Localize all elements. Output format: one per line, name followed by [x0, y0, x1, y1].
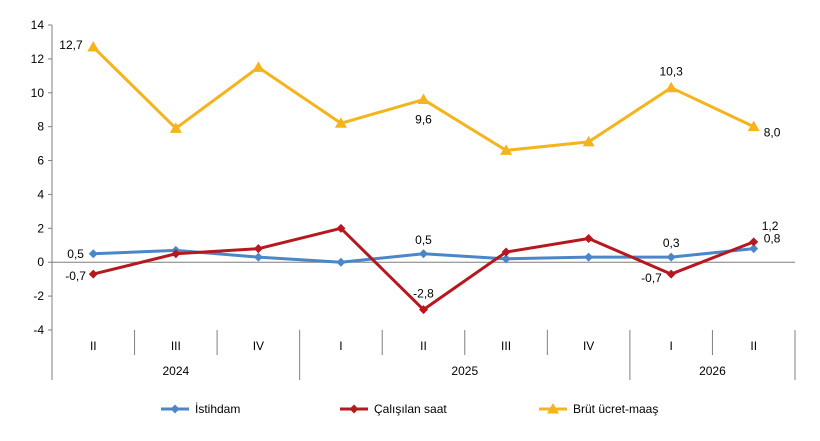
y-tick-label: 0 — [37, 255, 44, 269]
legend-item[interactable]: Brüt ücret-maaş — [539, 402, 658, 416]
data-point-series-1 — [419, 249, 428, 259]
y-tick-label: 4 — [37, 187, 44, 201]
y-tick-label: -4 — [33, 323, 44, 337]
triangle-marker-icon — [547, 403, 559, 414]
data-point-series-2 — [749, 237, 759, 247]
diamond-marker-icon — [349, 404, 359, 414]
data-label: 9,6 — [415, 113, 432, 127]
year-label: 2026 — [699, 364, 726, 378]
data-point-series-2 — [419, 305, 428, 315]
data-point-series-3 — [169, 122, 182, 133]
series-lines — [87, 41, 760, 315]
legend-item[interactable]: Çalışılan saat — [340, 402, 447, 416]
data-label: 0,3 — [663, 236, 680, 250]
data-point-series-2 — [666, 269, 676, 279]
data-point-series-3 — [334, 117, 347, 128]
data-label: 12,7 — [59, 38, 83, 52]
data-label: 8,0 — [764, 126, 781, 140]
data-point-series-3 — [417, 93, 430, 105]
data-point-series-1 — [336, 257, 346, 267]
data-label: 1,2 — [762, 219, 779, 233]
diamond-marker-icon — [170, 404, 180, 414]
data-label: -0,7 — [65, 269, 86, 283]
x-tick-label: II — [750, 339, 757, 353]
data-point-series-3 — [500, 144, 513, 155]
y-tick-label: 2 — [37, 221, 44, 235]
legend-label: Brüt ücret-maaş — [573, 402, 658, 416]
data-point-series-1 — [749, 244, 759, 254]
x-tick-label: I — [669, 339, 672, 353]
y-tick-label: 8 — [37, 120, 44, 134]
data-label: 0,5 — [415, 233, 432, 247]
year-label: 2025 — [451, 364, 478, 378]
data-point-series-2 — [253, 244, 263, 254]
x-tick-label: IV — [583, 339, 594, 353]
data-point-series-2 — [336, 223, 346, 233]
data-point-series-1 — [88, 249, 98, 259]
x-tick-label: III — [171, 339, 181, 353]
data-point-series-1 — [584, 252, 594, 262]
data-point-series-3 — [252, 61, 265, 72]
y-tick-label: 10 — [31, 86, 45, 100]
data-point-series-3 — [665, 81, 678, 93]
data-label: -2,8 — [413, 287, 434, 301]
data-point-series-3 — [582, 135, 595, 147]
data-point-series-2 — [88, 269, 98, 279]
y-tick-label: -2 — [33, 289, 44, 303]
data-labels: 0,5 0,5 0,3 0,8 -0,7 -2,8 -0,7 1,2 12,7 9,6 10,3 8,… — [59, 38, 780, 301]
data-point-series-2 — [584, 234, 594, 243]
data-label: -0,7 — [641, 271, 662, 285]
data-label: 10,3 — [659, 65, 683, 79]
data-point-series-2 — [501, 247, 511, 257]
x-tick-label: II — [90, 339, 97, 353]
data-point-series-1 — [253, 252, 263, 262]
x-tick-label: I — [339, 339, 342, 353]
x-tick-label: II — [420, 339, 427, 353]
data-point-series-3 — [747, 120, 760, 132]
data-point-series-1 — [501, 254, 511, 264]
legend-label: Çalışılan saat — [374, 402, 447, 416]
data-label: 0,5 — [67, 247, 84, 261]
x-tick-label: III — [501, 339, 511, 353]
data-label: 0,8 — [764, 232, 781, 246]
legend-label: İstihdam — [195, 402, 240, 416]
legend-item[interactable]: İstihdam — [161, 402, 240, 416]
y-tick-label: 12 — [31, 52, 45, 66]
data-point-series-2 — [171, 249, 181, 259]
legend: İstihdam Çalışılan saat Brüt ücret-maaş — [161, 402, 658, 416]
y-tick-label: 6 — [37, 154, 44, 168]
y-tick-label: 14 — [31, 18, 45, 32]
x-tick-label: IV — [253, 339, 264, 353]
data-point-series-1 — [666, 252, 676, 262]
year-label: 2024 — [162, 364, 189, 378]
data-point-series-3 — [87, 41, 100, 52]
